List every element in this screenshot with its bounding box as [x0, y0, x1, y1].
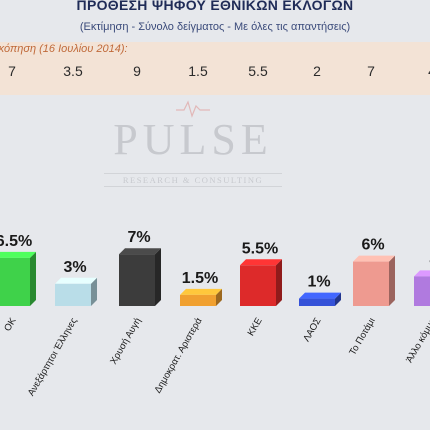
watermark-tagline: RESEARCH & CONSULTING — [104, 173, 282, 187]
value-label: 3% — [63, 259, 86, 276]
category-label: Δημοκρατ. Αριστερά — [153, 316, 205, 396]
previous-value: 2 — [313, 63, 321, 79]
previous-value: 3.5 — [63, 63, 83, 79]
previous-value: 9 — [133, 63, 141, 79]
bar — [414, 270, 430, 306]
bar — [353, 255, 395, 306]
category-label: Το Ποτάμι — [347, 316, 377, 357]
previous-value: 1.5 — [188, 63, 208, 79]
previous-value: 7 — [8, 63, 16, 79]
category-label: Ανεξάρτητοι Έλληνες — [26, 316, 80, 398]
value-label: 1.5% — [182, 270, 218, 287]
bar — [55, 277, 97, 306]
previous-value: 5.5 — [248, 63, 268, 79]
previous-value: 4 — [412, 63, 430, 79]
previous-value: 7 — [367, 63, 375, 79]
value-label: 7% — [127, 229, 150, 246]
value-label: 1% — [307, 274, 330, 291]
previous-survey-label: σκόπηση (16 Ιουλίου 2014): — [0, 43, 128, 55]
bar — [180, 288, 222, 306]
chart-title: ΠΡΟΘΕΣΗ ΨΗΦΟΥ ΕΘΝΙΚΩΝ ΕΚΛΟΓΩΝ — [76, 0, 354, 13]
category-label: Χρυσή Αυγή — [108, 316, 143, 366]
pulse-logo-icon — [176, 100, 210, 118]
value-label: 6% — [361, 237, 384, 254]
category-label: ΛΑΟΣ — [301, 316, 323, 344]
value-label: 6.5% — [0, 233, 32, 250]
category-label: ΟΚ — [2, 315, 19, 333]
value-label: 5.5% — [242, 240, 278, 257]
bar — [0, 251, 36, 306]
category-label: ΚΚΕ — [246, 316, 265, 338]
watermark-logo: PULSE — [113, 115, 273, 164]
previous-survey-band: σκόπηση (16 Ιουλίου 2014): 7 3.5 9 1.5 5… — [0, 42, 430, 95]
bar — [299, 292, 341, 306]
bar — [119, 248, 161, 306]
bar — [240, 259, 282, 306]
chart-subtitle: (Εκτίμηση - Σύνολο δείγματος - Με όλες τ… — [79, 21, 351, 33]
category-label: Άλλο κόμμα — [404, 316, 430, 365]
